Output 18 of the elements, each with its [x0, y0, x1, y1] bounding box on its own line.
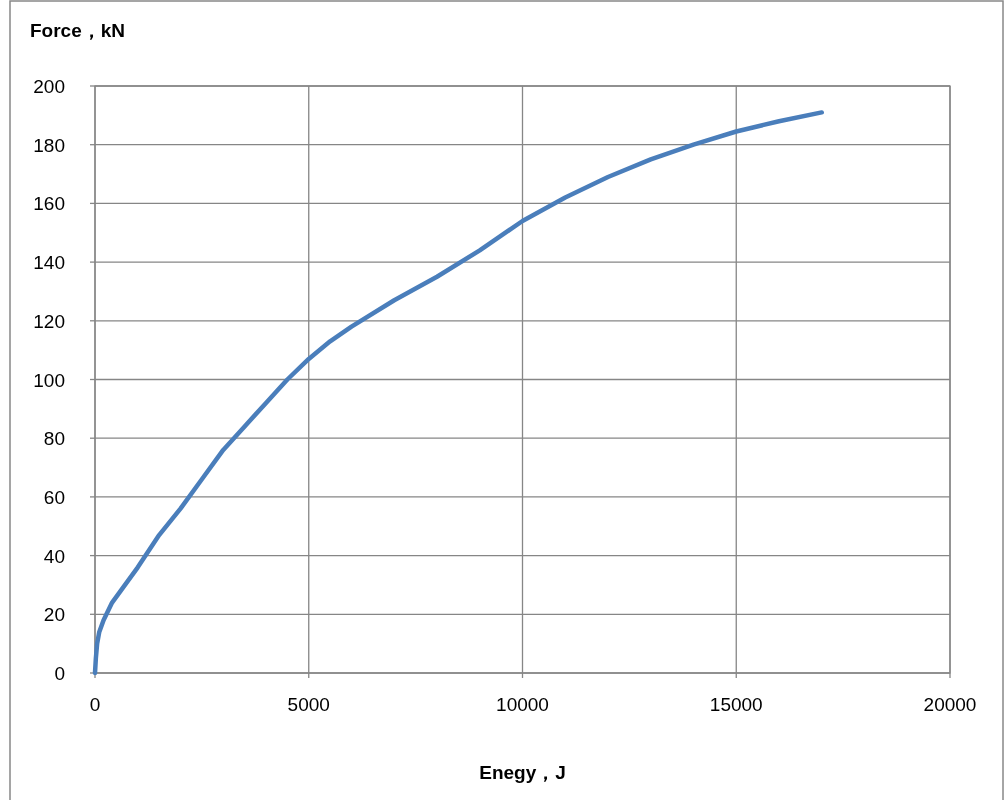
xlabel: Enegy，J: [479, 762, 566, 783]
ytick: 180: [33, 134, 65, 156]
xtick: 15000: [709, 694, 763, 715]
ylabel: Force，kN: [30, 20, 126, 41]
ytick: 80: [43, 428, 65, 450]
ytick: 20: [43, 604, 65, 626]
ytick: 100: [33, 369, 65, 391]
ytick: 140: [33, 252, 65, 274]
ytick: 0: [54, 663, 65, 684]
xtick: 10000: [496, 694, 549, 715]
ytick: 160: [33, 193, 65, 215]
ytick: 120: [33, 310, 65, 332]
xtick: 20000: [923, 694, 977, 715]
xtick: 0: [89, 694, 101, 715]
ytick: 200: [33, 76, 65, 97]
ytick: 40: [43, 545, 65, 567]
ytick: 60: [43, 486, 65, 508]
xtick: 5000: [287, 694, 330, 715]
